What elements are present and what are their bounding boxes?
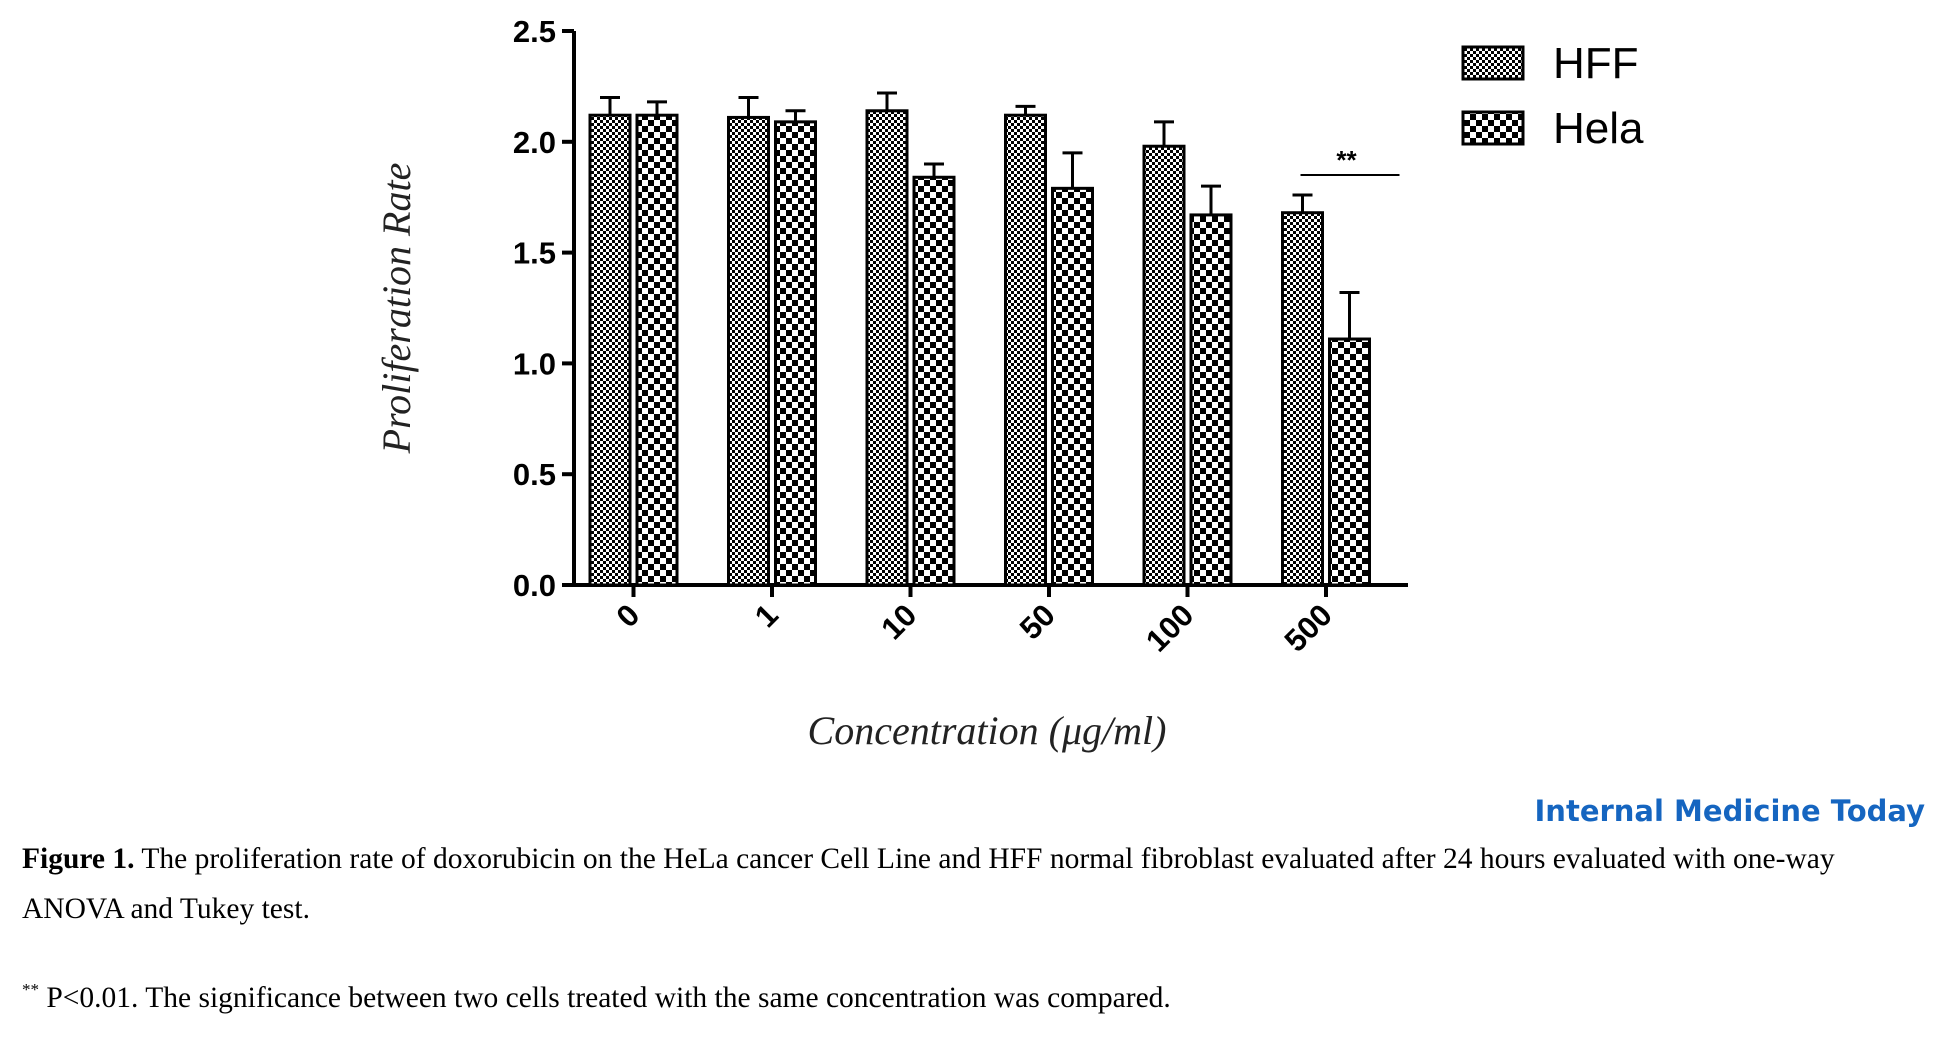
y-tick-label: 1.0 [513,346,556,381]
bar-hela [1051,186,1094,587]
significance-label: ** [1336,145,1357,175]
x-tick-label: 1 [748,597,785,634]
bars-group [588,91,1371,587]
bar-hff [727,115,770,587]
bar-hela [774,120,817,587]
bar-hff [1004,113,1047,587]
x-tick-label: 10 [874,597,923,646]
y-axis: 0.0 0.5 1.0 1.5 2.0 2.5 [513,14,576,603]
footnote-marker: ** [22,980,39,999]
caption-label: Figure 1. [22,843,135,875]
footnote: ** P<0.01. The significance between two … [22,980,1922,1015]
x-axis: 0 1 10 50 100 500 [572,583,1408,659]
legend-label-hela: Hela [1553,104,1644,153]
bar-hela [912,175,956,587]
y-axis-title: Proliferation Rate [374,163,419,455]
figure-caption: Figure 1. The proliferation rate of doxo… [22,834,1927,934]
x-tick-label: 100 [1139,597,1200,658]
legend-label-hff: HFF [1553,39,1639,88]
y-tick-label: 2.5 [513,14,556,49]
bar-hff [865,109,909,587]
y-tick-label: 0.0 [513,568,556,603]
x-tick-label: 500 [1278,597,1339,658]
bar-hela [1189,213,1233,587]
legend-swatch-hff [1461,45,1525,81]
bar-hela [635,113,679,587]
bar-chart: 0.00.51.01.52.02.5 0 1 10 50 100 500 HFFHela … [374,14,1644,753]
bar-hff [1142,144,1186,587]
y-tick-label: 1.5 [513,236,556,271]
y-tick-label: 2.0 [513,125,556,160]
bar-hff [1281,211,1324,587]
legend-swatch-hela [1461,110,1525,146]
x-tick-label: 0 [610,597,647,634]
bar-hela [1328,337,1371,587]
bar-hff [588,113,632,587]
x-tick-label: 50 [1013,597,1062,646]
annotations-group: ** [1300,145,1400,176]
caption-text: The proliferation rate of doxorubicin on… [22,843,1835,925]
footnote-text: P<0.01. The significance between two cel… [39,982,1171,1014]
journal-name: Internal Medicine Today [1534,794,1925,828]
y-tick-label: 0.5 [513,457,556,492]
legend: HFF Hela [1461,39,1644,153]
x-axis-title: Concentration (μg/ml) [808,708,1167,753]
